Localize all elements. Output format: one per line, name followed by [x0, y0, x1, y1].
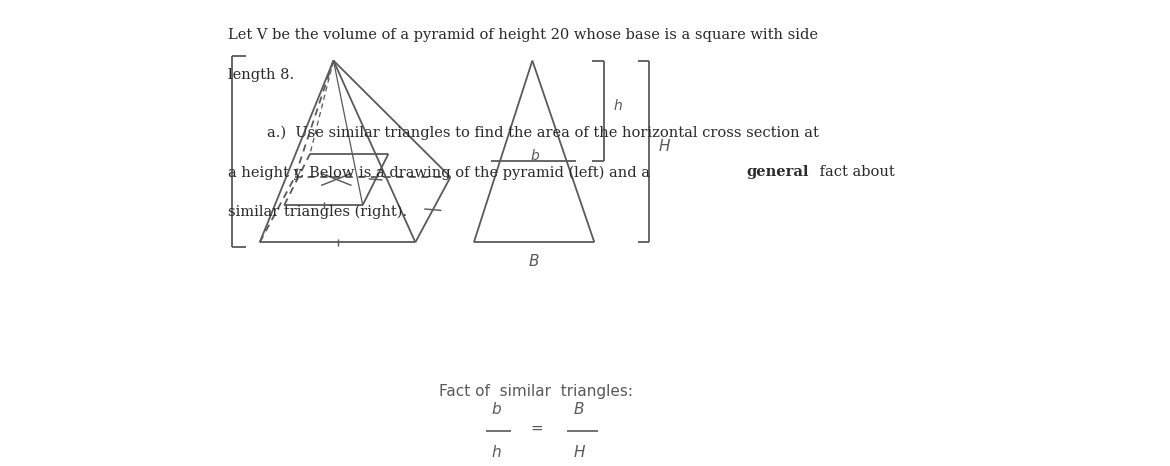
Text: H: H	[573, 445, 585, 460]
Text: length 8.: length 8.	[228, 68, 295, 82]
Text: similar triangles (right).: similar triangles (right).	[228, 205, 407, 219]
Text: B: B	[573, 402, 584, 417]
Text: Fact of  similar  triangles:: Fact of similar triangles:	[439, 384, 633, 399]
Text: fact about: fact about	[815, 165, 895, 179]
Text: h: h	[491, 445, 501, 460]
Text: B: B	[529, 254, 538, 269]
Text: general: general	[746, 165, 808, 179]
Text: =: =	[530, 421, 543, 436]
Text: a.)  Use similar triangles to find the area of the horizontal cross section at: a.) Use similar triangles to find the ar…	[267, 126, 819, 140]
Text: b: b	[491, 402, 501, 417]
Text: a height y. Below is a drawing of the pyramid (left) and a: a height y. Below is a drawing of the py…	[228, 165, 655, 180]
Text: h: h	[613, 99, 621, 113]
Text: b: b	[530, 149, 538, 163]
Text: Let V be the volume of a pyramid of height 20 whose base is a square with side: Let V be the volume of a pyramid of heig…	[228, 28, 818, 42]
Text: H: H	[659, 139, 670, 154]
